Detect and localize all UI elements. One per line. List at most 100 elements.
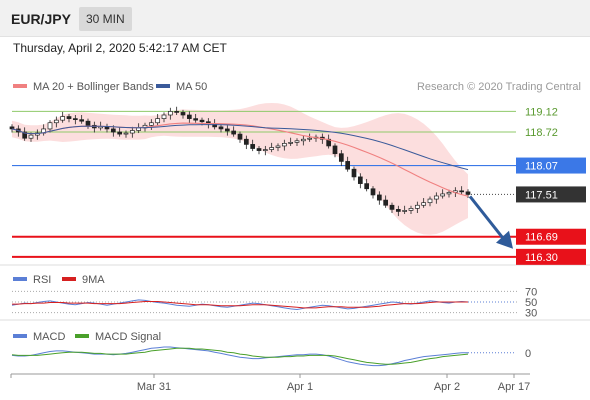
- candle-body: [180, 112, 186, 116]
- candle-body: [28, 134, 34, 139]
- level-badge-s2: [516, 248, 586, 265]
- candle-body: [22, 131, 28, 139]
- candle-body: [47, 122, 53, 130]
- candle-body: [129, 130, 135, 134]
- candle-body: [408, 208, 414, 211]
- candle-body: [294, 140, 300, 143]
- candle-body: [395, 209, 401, 212]
- forecast-arrow: [468, 195, 507, 242]
- candle-body: [155, 118, 161, 124]
- timeframe-button[interactable]: 30 MIN: [79, 7, 132, 31]
- level-badge-pivot: [516, 157, 586, 174]
- rsi-tick-label: 50: [525, 297, 537, 309]
- candle-body: [459, 190, 465, 193]
- candle-body: [414, 204, 420, 209]
- candle-body: [110, 128, 116, 133]
- macd-line: [11, 346, 468, 367]
- candle-body: [231, 130, 237, 135]
- candle-body: [167, 111, 173, 116]
- candle-body: [243, 138, 249, 145]
- candle-body: [218, 126, 224, 130]
- candle-body: [357, 176, 363, 184]
- level-label-s1: 116.69: [525, 232, 558, 244]
- rsi-tick-label: 30: [525, 308, 537, 320]
- candle-body: [383, 199, 389, 206]
- datetime-label: Thursday, April 2, 2020 5:42:17 AM CET: [13, 41, 227, 55]
- candle-body: [60, 116, 66, 121]
- candle-body: [256, 148, 262, 151]
- legend-label: 9MA: [82, 274, 105, 286]
- candle-body: [440, 193, 446, 197]
- candle-body: [237, 133, 243, 140]
- candle-body: [186, 114, 192, 119]
- candle-body: [338, 153, 344, 162]
- ma50-line: [11, 124, 469, 171]
- rsi-line: [11, 299, 469, 311]
- candle-body: [262, 149, 268, 151]
- legend-label: MACD: [33, 331, 65, 343]
- candle-body: [85, 120, 91, 126]
- macd-signal-line: [11, 347, 469, 365]
- candle-body: [199, 119, 205, 123]
- candle-body: [288, 141, 294, 144]
- candle-body: [446, 192, 452, 195]
- symbol-label: EUR/JPY: [11, 11, 71, 27]
- candle-body: [148, 122, 154, 126]
- candle-body: [224, 128, 230, 132]
- time-tick-label: Apr 17: [498, 381, 530, 393]
- level-badge-s1: [516, 228, 586, 245]
- legend-swatch: [13, 277, 27, 281]
- forecast-arrow-head: [496, 230, 513, 249]
- candle-body: [269, 147, 275, 150]
- candle-body: [389, 204, 395, 210]
- candle-body: [79, 119, 85, 122]
- legend-swatch: [62, 277, 76, 281]
- credit-label: Research © 2020 Trading Central: [417, 81, 581, 93]
- time-tick-label: Apr 1: [287, 381, 313, 393]
- macd-tick-label: 0: [525, 348, 531, 360]
- rsi-9ma-line: [12, 301, 468, 309]
- candle-body: [376, 194, 382, 201]
- candle-body: [332, 145, 338, 155]
- legend-label: MACD Signal: [95, 331, 161, 343]
- last-price-label: 117.51: [525, 189, 558, 201]
- candle-body: [370, 188, 376, 196]
- candle-body: [9, 126, 15, 130]
- time-tick-label: Apr 2: [434, 381, 460, 393]
- candle-body: [300, 138, 306, 142]
- candle-body: [402, 210, 408, 212]
- candle-body: [161, 114, 167, 119]
- time-tick-label: Mar 31: [137, 381, 171, 393]
- candle-body: [275, 145, 281, 148]
- candle-body: [174, 111, 180, 113]
- candle-body: [433, 195, 439, 200]
- candle-body: [123, 132, 129, 135]
- candle-body: [351, 168, 357, 178]
- level-label-s2: 116.30: [525, 252, 558, 264]
- candle-body: [117, 131, 123, 135]
- legend-label: MA 20 + Bollinger Bands: [33, 81, 154, 93]
- candle-body: [250, 144, 256, 149]
- candle-body: [72, 118, 78, 120]
- level-label-r1: 118.72: [525, 127, 558, 139]
- chart-header: EUR/JPY 30 MIN: [0, 0, 590, 37]
- legend-swatch: [13, 84, 27, 88]
- level-label-r2: 119.12: [525, 106, 558, 118]
- candle-body: [364, 183, 370, 190]
- candle-body: [427, 198, 433, 204]
- candle-body: [465, 191, 471, 195]
- last-price-badge: [516, 186, 586, 203]
- candle-body: [193, 118, 199, 121]
- candle-body: [307, 137, 313, 140]
- legend-label: MA 50: [176, 81, 207, 93]
- legend-swatch: [75, 334, 89, 338]
- bollinger-band: [12, 103, 468, 235]
- candle-body: [281, 143, 287, 147]
- rsi-tick-label: 70: [525, 286, 537, 298]
- candle-body: [53, 119, 59, 124]
- level-label-pivot: 118.07: [525, 161, 558, 173]
- candle-body: [66, 116, 72, 119]
- legend-swatch: [13, 334, 27, 338]
- candle-body: [136, 127, 142, 131]
